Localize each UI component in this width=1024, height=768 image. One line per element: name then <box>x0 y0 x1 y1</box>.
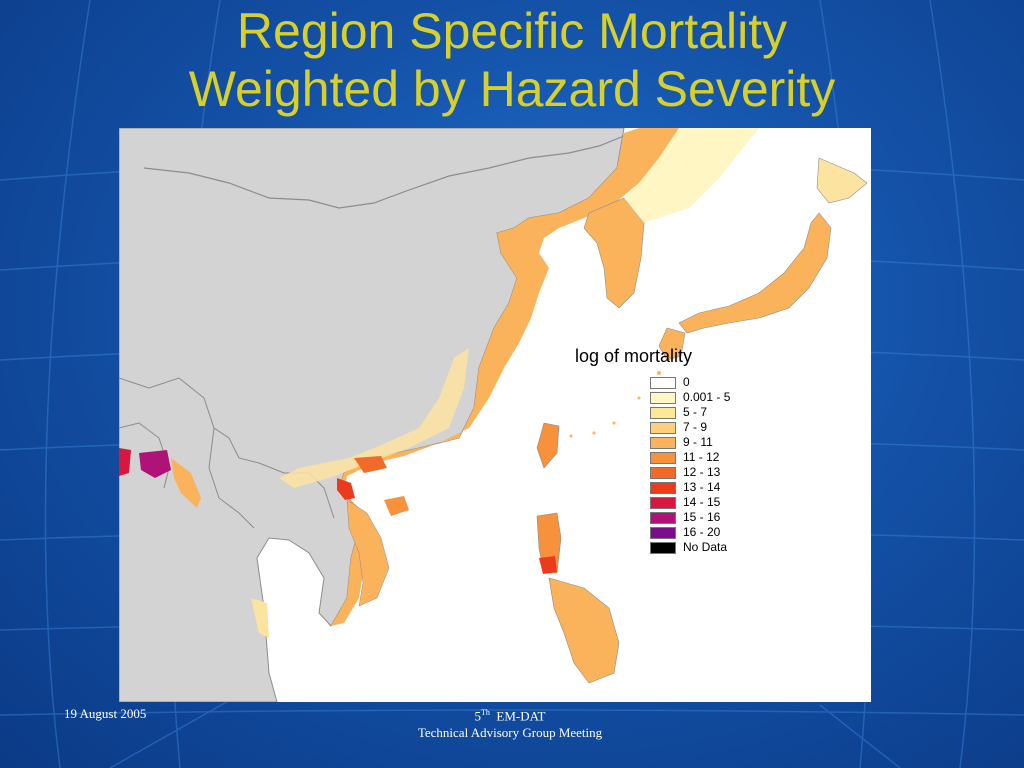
legend-item: 5 - 7 <box>650 405 770 421</box>
legend-swatch <box>650 527 676 539</box>
legend-swatch <box>650 407 676 419</box>
legend-swatch <box>650 482 676 494</box>
taiwan-island <box>536 422 560 469</box>
country-border-inner-2 <box>208 427 255 529</box>
legend-item: No Data <box>650 540 770 556</box>
footer-superscript: Th <box>481 708 490 717</box>
legend-label: 11 - 12 <box>683 450 720 464</box>
legend-swatch <box>650 542 676 554</box>
legend-swatch <box>650 437 676 449</box>
footer-org: EM-DAT <box>496 708 546 724</box>
title-line-1: Region Specific Mortality <box>236 3 788 59</box>
country-border-inner-1 <box>119 377 260 464</box>
legend-label: 15 - 16 <box>683 510 721 524</box>
mainland-asia-landmass <box>119 128 625 702</box>
south-china-hotspot <box>354 456 387 473</box>
legend-title: log of mortality <box>575 346 693 366</box>
myanmar-coast <box>171 458 201 508</box>
legend-label: 16 - 20 <box>683 525 721 539</box>
legend-item: 7 - 9 <box>650 420 770 436</box>
korean-peninsula <box>583 197 645 309</box>
legend-item: 9 - 11 <box>650 435 770 451</box>
legend-item: 0 <box>650 375 770 391</box>
legend-label: 0.001 - 5 <box>683 390 731 404</box>
footer-meeting-line2: Technical Advisory Group Meeting <box>417 725 603 741</box>
title-line-2: Weighted by Hazard Severity <box>188 61 836 117</box>
vietnam-hotspot <box>337 478 355 500</box>
northeast-china-pale <box>624 128 759 223</box>
legend-label: 12 - 13 <box>683 465 721 479</box>
bangladesh-hotspot <box>139 450 171 478</box>
pacific-small-islands <box>569 371 661 438</box>
legend-label: 13 - 14 <box>683 480 721 494</box>
legend-label: 0 <box>683 375 690 389</box>
map-drawing <box>119 128 868 702</box>
legend-swatch <box>650 422 676 434</box>
legend-label: 5 - 7 <box>683 405 708 419</box>
legend-swatch <box>650 377 676 389</box>
thailand-peninsula <box>251 598 269 638</box>
legend-swatch <box>650 392 676 404</box>
country-border-inner-4 <box>119 422 170 489</box>
legend-item: 14 - 15 <box>650 495 770 511</box>
footer-meeting-line1: 5Th EM-DAT <box>360 704 660 724</box>
legend-item: 11 - 12 <box>650 450 770 466</box>
legend-item: 16 - 20 <box>650 525 770 541</box>
country-border-north <box>143 135 625 209</box>
japan-kyushu <box>658 327 686 361</box>
philippines-luzon-hotspot <box>539 556 557 574</box>
japan-honshu <box>678 212 832 334</box>
legend-label: 9 - 11 <box>683 435 713 449</box>
hainan-island <box>384 496 409 516</box>
slide-title: Region Specific Mortality Weighted by Ha… <box>0 2 1024 118</box>
india-edge-hotspot <box>119 448 131 476</box>
legend-swatch <box>650 512 676 524</box>
footer-meeting: 5Th EM-DAT Technical Advisory Group Meet… <box>360 704 660 741</box>
legend-swatch <box>650 452 676 464</box>
mortality-map <box>119 128 871 702</box>
japan-hokkaido <box>816 157 868 204</box>
legend-swatch <box>650 497 676 509</box>
legend-label: 14 - 15 <box>683 495 721 509</box>
legend-item: 15 - 16 <box>650 510 770 526</box>
legend-item: 13 - 14 <box>650 480 770 496</box>
vietnam-coast <box>346 499 390 607</box>
legend-item: 0.001 - 5 <box>650 390 770 406</box>
philippines-visayas-mindanao <box>548 577 620 684</box>
legend-label: 7 - 9 <box>683 420 708 434</box>
legend-swatch <box>650 467 676 479</box>
footer-number: 5 <box>474 708 482 724</box>
footer-date: 19 August 2005 <box>64 706 147 721</box>
legend-label: No Data <box>683 540 728 554</box>
legend-item: 12 - 13 <box>650 465 770 481</box>
